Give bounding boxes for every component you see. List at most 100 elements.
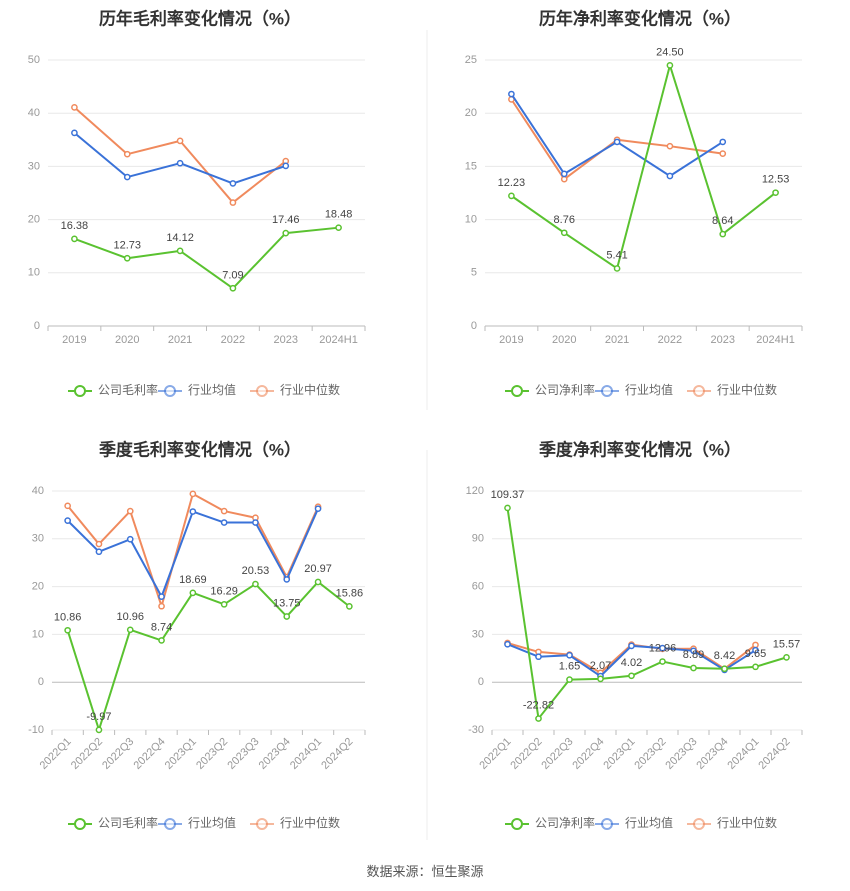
legend-label: 公司毛利率 — [98, 815, 158, 830]
legend-item-industry_median[interactable]: 行业中位数 — [687, 382, 777, 397]
series-line-company — [74, 226, 339, 290]
data-label: 15.57 — [773, 638, 801, 650]
legend-marker-icon — [601, 818, 613, 830]
y-tick-label: 10 — [28, 267, 40, 279]
data-point-company — [95, 726, 103, 734]
data-point-industry_median — [189, 490, 197, 498]
legend-label: 行业均值 — [188, 382, 236, 397]
data-point-industry_median — [229, 199, 237, 206]
data-point-industry_avg — [560, 170, 568, 178]
legend-marker-icon — [256, 818, 268, 830]
x-tick-label: 2023 — [711, 334, 735, 346]
data-point-industry_avg — [283, 576, 291, 583]
x-tick-label: 2022Q3 — [100, 736, 136, 772]
chart-panel-1: 历年毛利率变化情况（%） 0 10 20 30 40 50 2019 2020 2021 2022 2… — [28, 8, 366, 397]
y-tick-label: 20 — [28, 214, 40, 226]
x-tick-label: 2022Q3 — [539, 736, 575, 772]
series-line-company — [506, 507, 787, 720]
data-label: 7.09 — [222, 269, 243, 281]
y-tick-label: 10 — [32, 628, 44, 640]
data-point-industry_avg — [176, 159, 184, 167]
data-point-company — [721, 665, 728, 673]
legend-marker-icon — [601, 385, 613, 397]
legend-label: 行业均值 — [625, 815, 673, 830]
data-point-company — [666, 61, 674, 69]
series-line-industry_median — [73, 106, 287, 204]
y-tick-label: 40 — [32, 485, 44, 497]
data-point-industry_median — [126, 507, 134, 515]
x-tick-label: 2020 — [552, 334, 576, 346]
legend-item-industry_avg[interactable]: 行业均值 — [595, 382, 673, 397]
data-point-company — [346, 603, 353, 610]
data-point-industry_avg — [659, 644, 666, 652]
legend-marker-icon — [74, 818, 86, 830]
x-tick-label: 2024Q2 — [756, 736, 792, 772]
data-point-company — [126, 626, 134, 634]
y-tick-label: 50 — [28, 54, 40, 66]
legend-label: 行业中位数 — [280, 382, 340, 397]
legend-item-company[interactable]: 公司净利率 — [505, 815, 595, 830]
y-tick-label: 120 — [466, 485, 484, 497]
data-point-industry_median — [560, 175, 568, 183]
data-label: 15.86 — [336, 587, 364, 599]
data-point-industry_avg — [71, 129, 78, 137]
data-point-industry_median — [71, 103, 78, 111]
x-tick-label: 2019 — [62, 334, 86, 346]
data-label: 16.38 — [61, 220, 89, 232]
y-tick-label: 15 — [465, 160, 477, 172]
data-label: -9.97 — [86, 711, 111, 723]
data-point-industry_avg — [95, 548, 103, 556]
data-point-industry_median — [719, 150, 727, 157]
data-label: 17.46 — [272, 214, 300, 226]
data-point-industry_avg — [189, 508, 197, 515]
data-point-company — [772, 189, 779, 197]
data-point-industry_median — [666, 142, 674, 150]
data-point-industry_avg — [504, 640, 511, 648]
data-point-company — [158, 637, 165, 644]
legend-item-company[interactable]: 公司毛利率 — [68, 382, 158, 397]
data-point-company — [560, 229, 568, 237]
x-tick-label: 2023Q3 — [225, 736, 261, 772]
chart-title: 季度净利率变化情况（%） — [539, 439, 741, 459]
data-point-company — [283, 613, 291, 620]
data-point-company — [176, 247, 184, 255]
y-tick-label: 0 — [34, 320, 40, 332]
legend-item-industry_avg[interactable]: 行业均值 — [158, 815, 236, 830]
y-tick-label: 90 — [472, 533, 484, 545]
data-point-company — [282, 229, 290, 237]
legend-marker-icon — [164, 818, 176, 830]
data-label: 12.73 — [113, 239, 141, 251]
legend-item-company[interactable]: 公司毛利率 — [68, 815, 158, 830]
chart-title: 历年毛利率变化情况（%） — [99, 8, 301, 28]
y-tick-label: 40 — [28, 107, 40, 119]
y-tick-label: 30 — [32, 533, 44, 545]
y-tick-label: 5 — [471, 267, 477, 279]
data-label: 1.65 — [559, 661, 580, 673]
legend-item-industry_median[interactable]: 行业中位数 — [687, 815, 777, 830]
data-label: 4.02 — [621, 657, 642, 669]
data-label: 8.89 — [683, 649, 704, 661]
legend-item-industry_avg[interactable]: 行业均值 — [158, 382, 236, 397]
data-point-industry_avg — [229, 180, 237, 187]
x-tick-label: 2022Q1 — [477, 736, 513, 772]
data-point-industry_avg — [123, 173, 131, 181]
data-point-industry_avg — [628, 642, 635, 650]
legend-item-industry_avg[interactable]: 行业均值 — [595, 815, 673, 830]
y-tick-label: 10 — [465, 214, 477, 226]
legend-marker-icon — [74, 385, 86, 397]
y-tick-label: 0 — [471, 320, 477, 332]
data-point-industry_avg — [158, 593, 165, 600]
legend-item-company[interactable]: 公司净利率 — [505, 382, 595, 397]
data-point-industry_avg — [690, 647, 697, 655]
data-point-industry_avg — [220, 519, 228, 526]
x-tick-label: 2019 — [499, 334, 523, 346]
legend-label: 公司净利率 — [535, 815, 595, 830]
legend-item-industry_median[interactable]: 行业中位数 — [250, 382, 340, 397]
y-tick-label: -10 — [28, 724, 44, 736]
legend-item-industry_median[interactable]: 行业中位数 — [250, 815, 340, 830]
legend-marker-icon — [511, 385, 523, 397]
chart-panel-2: 历年净利率变化情况（%） 0 5 10 15 20 25 2019 2020 2021 2022 20… — [465, 8, 803, 397]
data-point-company — [123, 254, 131, 262]
data-point-company — [659, 658, 666, 665]
data-point-industry_median — [752, 641, 759, 649]
